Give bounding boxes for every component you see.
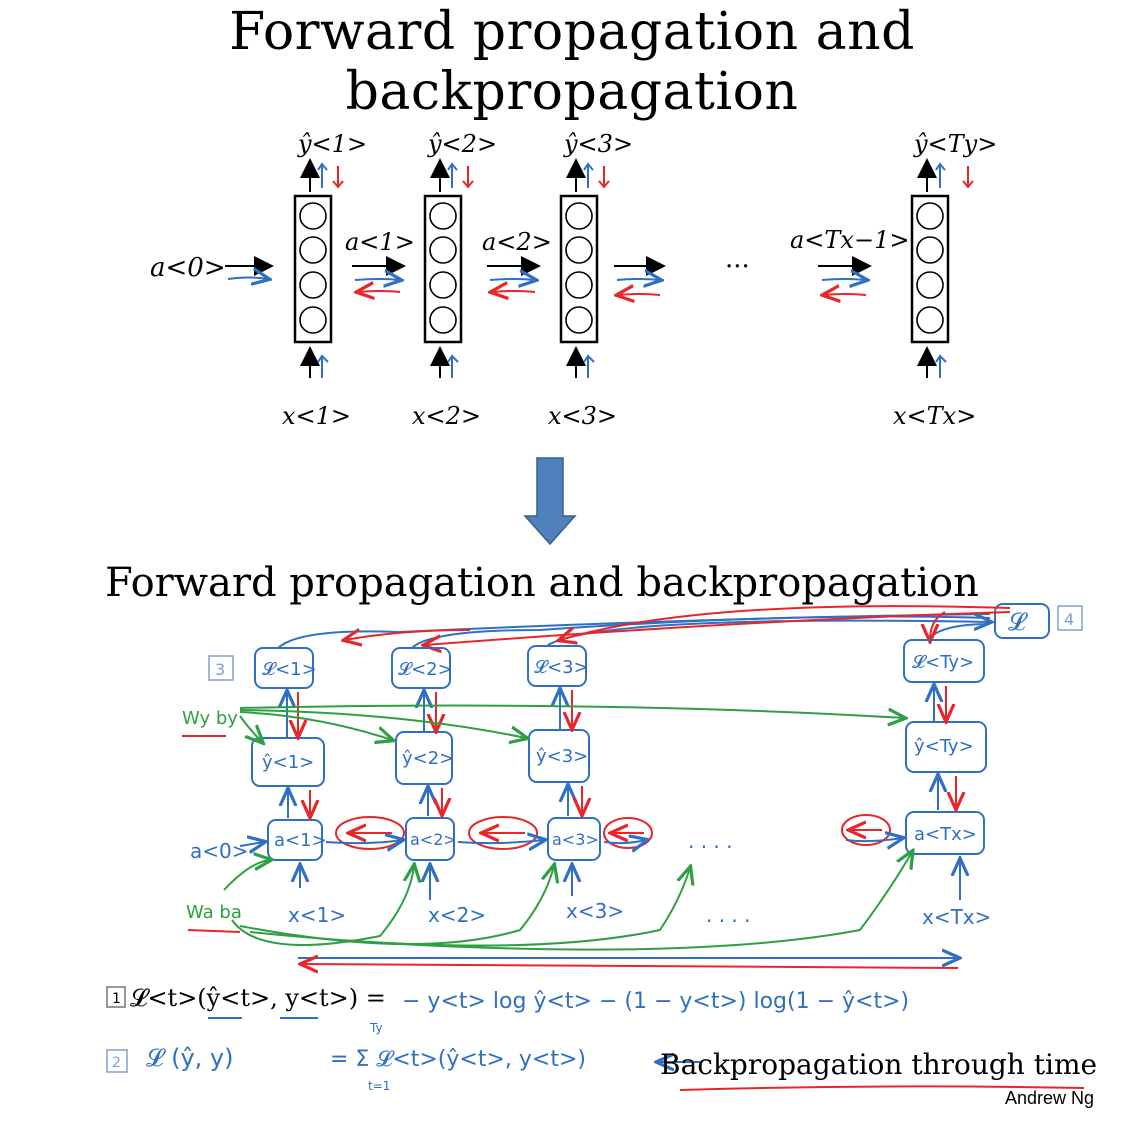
yhat-box-1: ŷ<1> bbox=[262, 752, 314, 773]
bptt-label: Backpropagation through time bbox=[660, 1048, 1098, 1081]
marker-2: 2 bbox=[112, 1055, 121, 1071]
author-label: Andrew Ng bbox=[1004, 1088, 1094, 1108]
yhat-2-label: ŷ<2> bbox=[427, 130, 497, 158]
sum-upper: Ty bbox=[369, 1021, 383, 1035]
formula2-rhs: = Σ 𝓛<t>(ŷ<t>, y<t>) bbox=[330, 1047, 586, 1072]
act-box-t: a<Tx> bbox=[914, 824, 977, 845]
xt-label: x<Tx> bbox=[893, 402, 976, 430]
a1-label: a<1> bbox=[345, 228, 415, 256]
yhat-1-label: ŷ<1> bbox=[297, 130, 367, 158]
loss-t: 𝓛<Ty> bbox=[912, 652, 974, 673]
sum-lower: t=1 bbox=[368, 1079, 390, 1093]
marker-4: 4 bbox=[1064, 610, 1074, 629]
bptt-diagram: 3 4 𝓛 𝓛<1> 𝓛<2> 𝓛<3> 𝓛<Ty> bbox=[106, 603, 1085, 1093]
x2-handwritten: x<2> bbox=[428, 903, 486, 927]
a2-label: a<2> bbox=[482, 228, 552, 256]
a0-label: a<0> bbox=[150, 253, 226, 283]
formula1-rhs: − y<t> log ŷ<t> − (1 − y<t>) log(1 − ŷ<t… bbox=[402, 989, 909, 1014]
wa-ba-label: Wa ba bbox=[186, 902, 242, 923]
marker-1: 1 bbox=[112, 991, 121, 1007]
total-loss: 𝓛 bbox=[1008, 608, 1028, 636]
yhat-box-3: ŷ<3> bbox=[536, 746, 588, 767]
rnn-cell-t bbox=[910, 194, 950, 344]
dots-low: . . . . bbox=[706, 903, 751, 927]
yhat-box-t: ŷ<Ty> bbox=[914, 736, 974, 757]
formula1-lhs: 𝓛<t>(ŷ<t>, y<t>) = bbox=[130, 984, 386, 1012]
x1-label: x<1> bbox=[282, 402, 351, 430]
yhat-3-label: ŷ<3> bbox=[563, 130, 633, 158]
x1-handwritten: x<1> bbox=[288, 903, 346, 927]
transition-arrow bbox=[523, 457, 577, 546]
a0-handwritten: a<0> bbox=[190, 839, 249, 863]
inner-slide-title: Forward propagation and backpropagation bbox=[105, 560, 979, 606]
slide-title: Forward propagation and backpropagation bbox=[229, 2, 915, 122]
act-box-1: a<1> bbox=[274, 830, 327, 851]
x2-label: x<2> bbox=[412, 402, 481, 430]
dots-mid: . . . . bbox=[688, 829, 733, 853]
xt-handwritten: x<Tx> bbox=[922, 905, 991, 929]
loss-1: 𝓛<1> bbox=[262, 659, 317, 680]
rnn-cell-3 bbox=[559, 194, 599, 344]
marker-3: 3 bbox=[215, 660, 225, 679]
yhat-t-label: ŷ<Ty> bbox=[913, 130, 997, 158]
act-box-3: a<3> bbox=[552, 830, 599, 849]
top-rnn-diagram: a<0> bbox=[150, 130, 997, 430]
rnn-cell-2 bbox=[423, 194, 463, 344]
loss-2: 𝓛<2> bbox=[398, 659, 453, 680]
x3-handwritten: x<3> bbox=[566, 899, 624, 923]
yhat-box-2: ŷ<2> bbox=[402, 748, 454, 769]
formula2-lhs: 𝓛 (ŷ, y) bbox=[146, 1044, 233, 1072]
top-ellipsis: ··· bbox=[725, 252, 750, 282]
rnn-cell-1 bbox=[293, 194, 333, 344]
wy-by-label: Wy by bbox=[182, 708, 238, 729]
loss-3: 𝓛<3> bbox=[534, 657, 589, 678]
act-box-2: a<2> bbox=[410, 830, 457, 849]
x3-label: x<3> bbox=[548, 402, 617, 430]
atx-1-label: a<Tx−1> bbox=[790, 226, 909, 254]
